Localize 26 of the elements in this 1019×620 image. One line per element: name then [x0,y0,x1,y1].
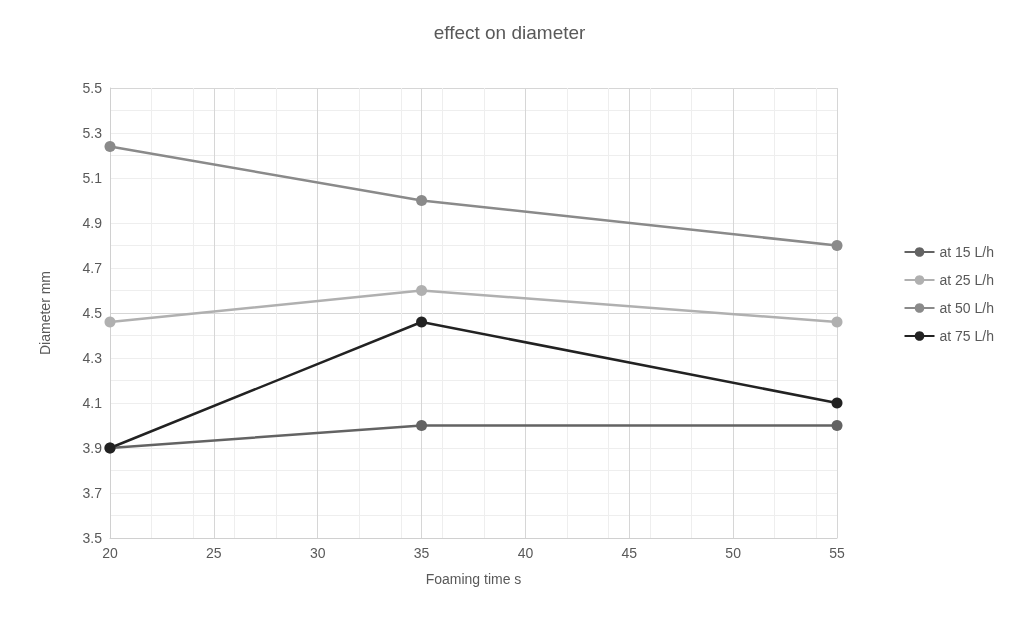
y-tick-label: 3.7 [82,485,103,501]
legend-label: at 50 L/h [939,300,995,316]
x-tick-label: 20 [102,545,118,561]
y-tick-label: 3.5 [82,530,103,546]
y-tick-label: 5.3 [82,125,103,141]
y-axis-title: Diameter mm [37,270,53,356]
x-tick-label: 50 [725,545,742,561]
x-tick-label: 35 [413,545,430,561]
y-tick-label: 4.1 [82,395,103,411]
x-tick-label: 30 [309,545,326,561]
y-tick-label: 4.3 [82,350,103,366]
y-tick-label: 5.1 [82,170,103,186]
y-tick-label: 4.9 [82,215,103,231]
y-tick-label: 5.5 [82,80,103,96]
y-tick-label: 4.7 [82,260,103,276]
y-tick-label: 4.5 [82,305,103,321]
legend-label: at 15 L/h [939,244,995,260]
y-tick-label: 3.9 [82,440,103,456]
legend-label: at 75 L/h [939,328,995,344]
x-tick-label: 45 [621,545,638,561]
legend-label: at 25 L/h [939,272,995,288]
x-tick-label: 40 [517,545,534,561]
x-tick-label: 25 [206,545,222,561]
x-axis-title: Foaming time s [425,571,522,587]
chart-title: effect on diameter [433,22,587,43]
x-tick-label: 55 [829,545,845,561]
